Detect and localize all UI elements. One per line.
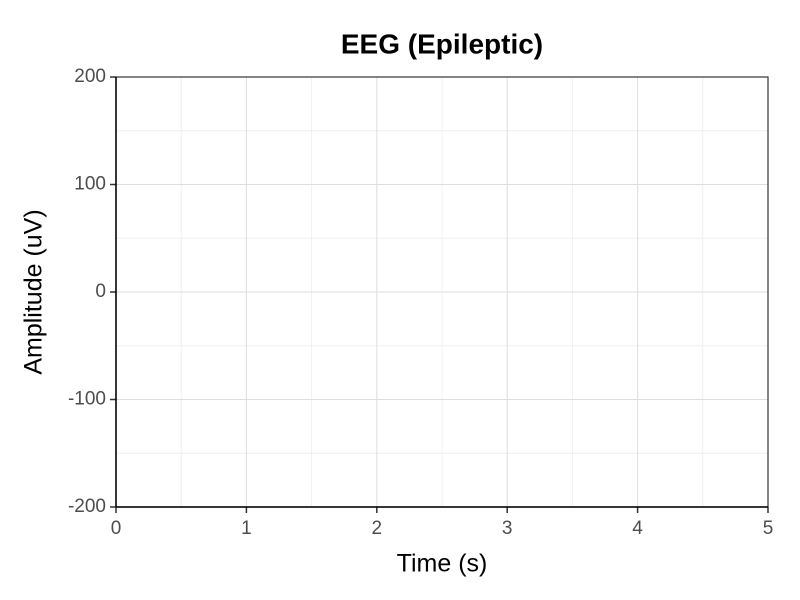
x-axis-label: Time (s) xyxy=(397,550,488,578)
y-tick-label: 100 xyxy=(74,174,106,195)
x-tick-label: 3 xyxy=(502,518,513,539)
y-tick-label: 200 xyxy=(74,66,106,87)
chart-title: EEG (Epileptic) xyxy=(341,28,543,59)
x-tick-label: 5 xyxy=(763,518,774,539)
y-tick-label: -100 xyxy=(68,389,106,410)
y-axis-label: Amplitude (uV) xyxy=(20,209,48,374)
x-tick-label: 2 xyxy=(372,518,383,539)
x-tick-label: 0 xyxy=(111,518,122,539)
y-tick-label: -200 xyxy=(68,496,106,517)
y-tick-label: 0 xyxy=(95,281,106,302)
x-tick-label: 1 xyxy=(241,518,252,539)
x-tick-label: 4 xyxy=(632,518,643,539)
